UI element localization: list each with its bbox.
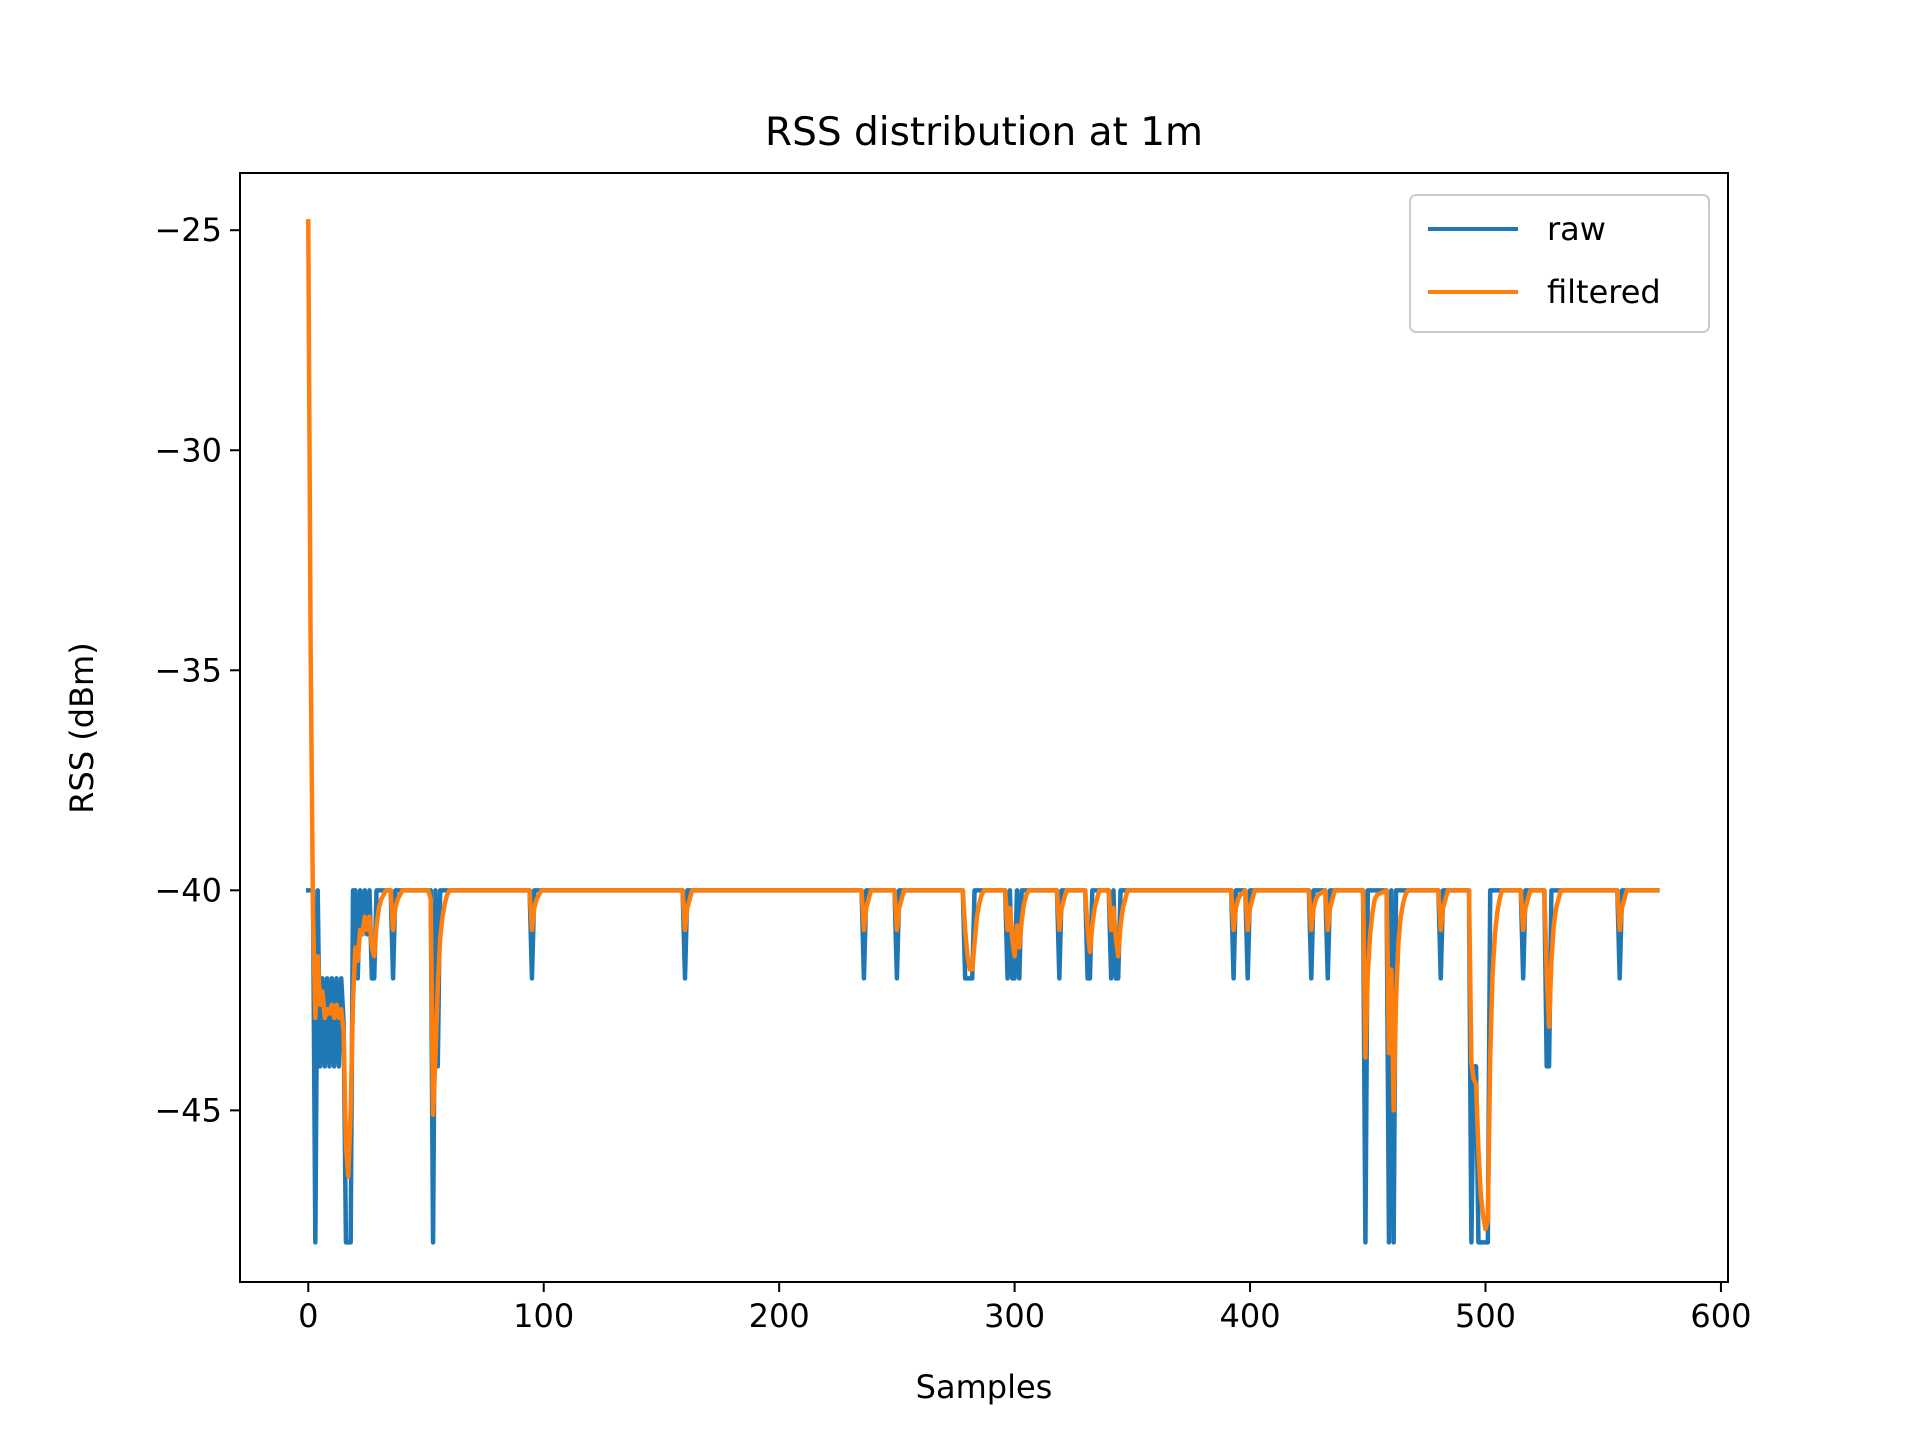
y-tick-label: −30 — [154, 431, 222, 469]
x-axis-label: Samples — [916, 1368, 1053, 1406]
x-tick-label: 300 — [984, 1297, 1045, 1335]
x-tick-label: 100 — [513, 1297, 574, 1335]
x-tick-label: 400 — [1220, 1297, 1281, 1335]
y-tick-label: −40 — [154, 871, 222, 909]
y-axis: −25 −30 −35 −40 −45 — [154, 211, 240, 1129]
y-tick-label: −45 — [154, 1091, 222, 1129]
x-tick-label: 0 — [298, 1297, 318, 1335]
series-line-filtered — [306, 219, 1660, 1232]
y-axis-label: RSS (dBm) — [63, 642, 101, 813]
legend-label-raw: raw — [1547, 210, 1606, 248]
x-tick-label: 200 — [749, 1297, 810, 1335]
x-axis: 0 100 200 300 400 500 600 — [298, 1282, 1751, 1335]
series-layer — [306, 219, 1660, 1245]
y-tick-label: −35 — [154, 651, 222, 689]
chart-title: RSS distribution at 1m — [765, 110, 1203, 155]
legend: raw filtered — [1409, 194, 1710, 333]
x-tick-label: 600 — [1690, 1297, 1751, 1335]
plot-area — [240, 173, 1728, 1282]
plot-frame — [239, 172, 1729, 1283]
y-tick-label: −25 — [154, 211, 222, 249]
legend-label-filtered: filtered — [1547, 273, 1661, 311]
x-tick-label: 500 — [1455, 1297, 1516, 1335]
series-line-raw — [306, 888, 1660, 1245]
